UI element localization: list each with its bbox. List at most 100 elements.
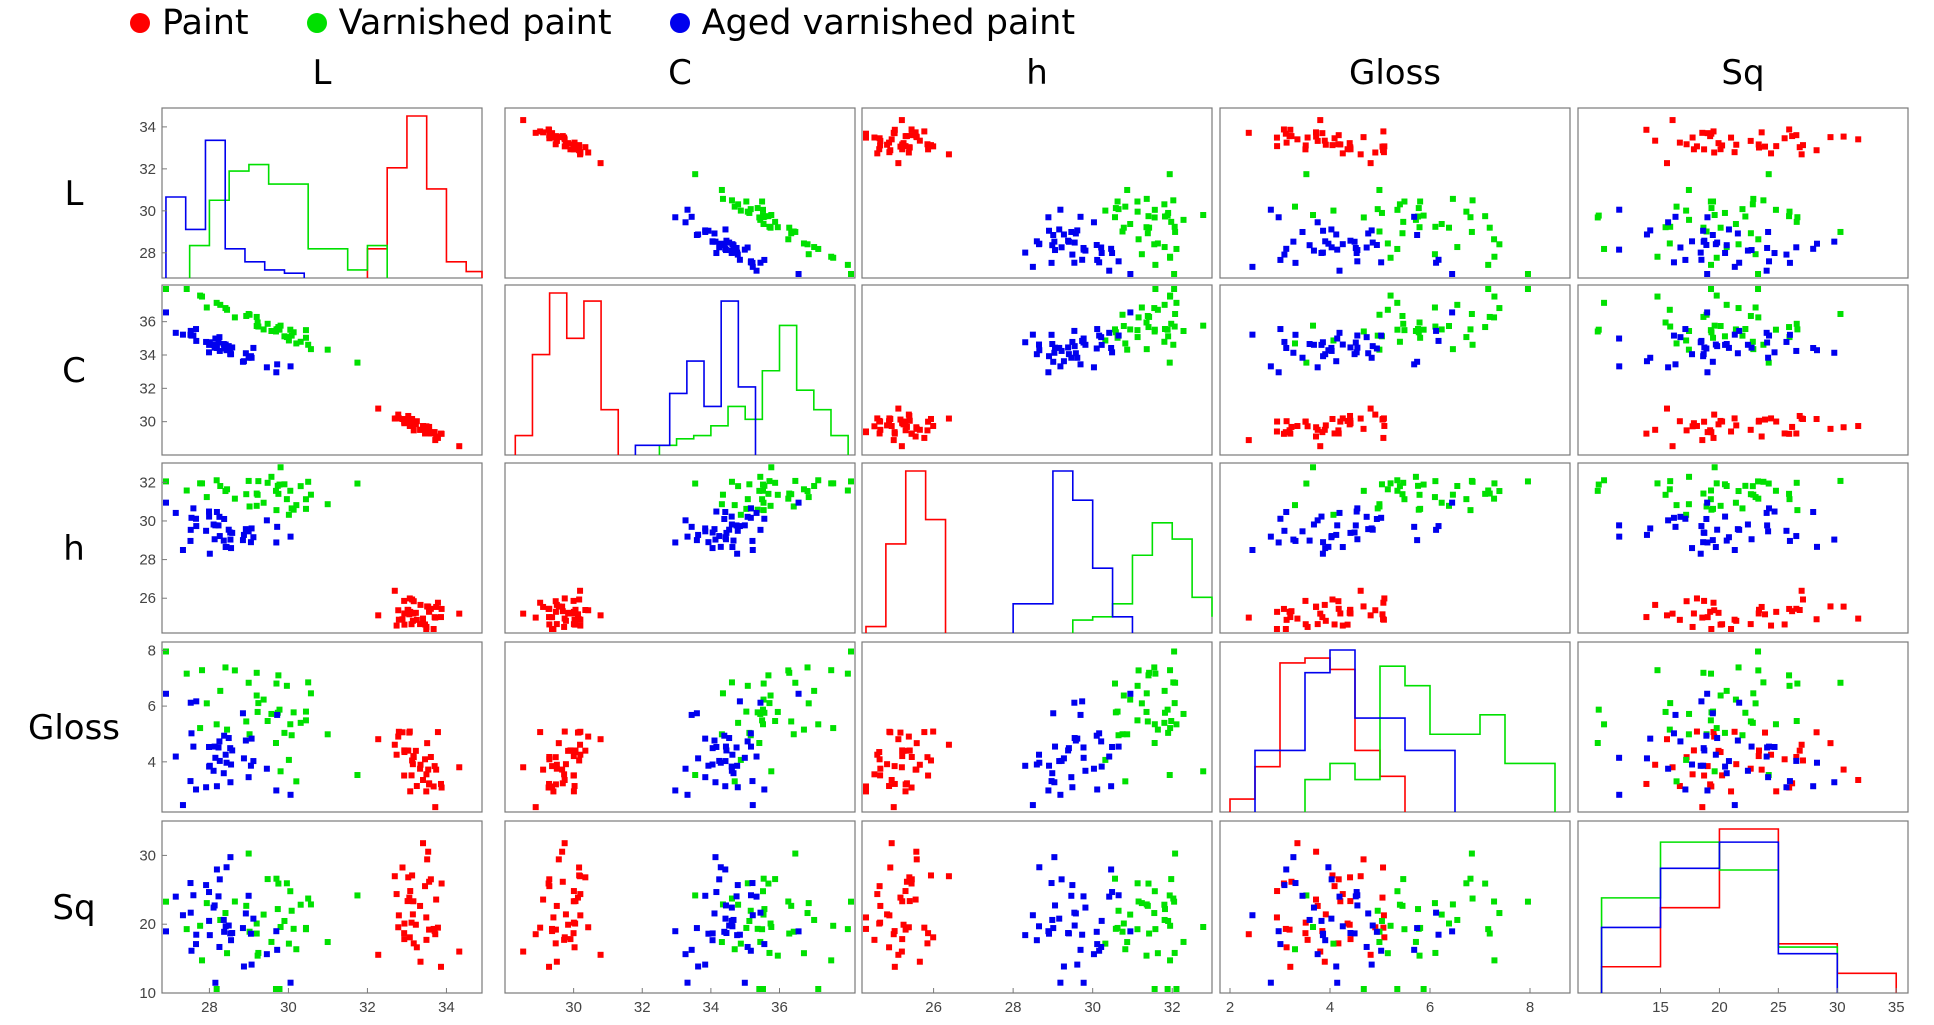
point-paint: [876, 146, 883, 153]
point-paint: [906, 747, 913, 754]
point-varnished-paint: [1739, 206, 1746, 213]
point-aged-varnished-paint: [757, 259, 764, 266]
point-paint: [1643, 780, 1650, 787]
point-aged-varnished-paint: [247, 930, 254, 937]
point-paint: [863, 788, 869, 795]
point-paint: [876, 417, 883, 424]
point-varnished-paint: [785, 898, 792, 905]
point-aged-varnished-paint: [734, 550, 741, 557]
point-aged-varnished-paint: [702, 525, 709, 532]
point-paint: [1840, 133, 1847, 140]
point-paint: [577, 728, 584, 735]
point-aged-varnished-paint: [193, 326, 200, 333]
point-varnished-paint: [1143, 690, 1150, 697]
point-paint: [1840, 766, 1847, 773]
point-aged-varnished-paint: [1098, 943, 1105, 950]
panel-gloss-vs-c: [504, 641, 856, 813]
point-varnished-paint: [222, 488, 229, 495]
point-paint: [565, 609, 572, 616]
point-paint: [1273, 914, 1280, 921]
point-aged-varnished-paint: [1275, 214, 1282, 221]
point-aged-varnished-paint: [1363, 943, 1370, 950]
point-aged-varnished-paint: [1670, 332, 1677, 339]
point-aged-varnished-paint: [1065, 747, 1072, 754]
point-varnished-paint: [1134, 208, 1141, 215]
point-aged-varnished-paint: [1334, 335, 1341, 342]
point-paint: [432, 804, 439, 811]
point-paint: [1380, 149, 1387, 156]
point-paint: [570, 772, 577, 779]
point-varnished-paint: [302, 505, 309, 512]
point-aged-varnished-paint: [1334, 246, 1341, 253]
point-varnished-paint: [1134, 334, 1141, 341]
point-aged-varnished-paint: [222, 751, 229, 758]
point-varnished-paint: [287, 888, 294, 895]
point-varnished-paint: [1683, 337, 1690, 344]
y-tick-label: 30: [139, 203, 156, 220]
point-varnished-paint: [1151, 910, 1158, 917]
point-aged-varnished-paint: [1093, 345, 1100, 352]
point-aged-varnished-paint: [1051, 238, 1058, 245]
point-varnished-paint: [1717, 224, 1724, 231]
point-varnished-paint: [1171, 898, 1178, 905]
point-aged-varnished-paint: [688, 711, 695, 718]
point-varnished-paint: [276, 986, 283, 992]
point-paint: [561, 771, 568, 778]
point-aged-varnished-paint: [206, 932, 213, 939]
point-varnished-paint: [1449, 346, 1456, 353]
point-paint: [900, 747, 907, 754]
point-varnished-paint: [1486, 224, 1493, 231]
point-paint: [1274, 608, 1281, 615]
point-varnished-paint: [253, 669, 260, 676]
point-varnished-paint: [1446, 920, 1453, 927]
point-aged-varnished-paint: [1106, 329, 1113, 336]
point-varnished-paint: [1120, 323, 1127, 330]
point-varnished-paint: [268, 473, 275, 480]
point-aged-varnished-paint: [187, 537, 194, 544]
point-aged-varnished-paint: [726, 922, 733, 929]
point-aged-varnished-paint: [1080, 893, 1087, 900]
point-varnished-paint: [830, 480, 837, 487]
point-varnished-paint: [222, 664, 229, 671]
point-aged-varnished-paint: [203, 784, 210, 791]
point-varnished-paint: [1394, 888, 1401, 895]
point-varnished-paint: [788, 718, 795, 725]
point-aged-varnished-paint: [1449, 928, 1456, 935]
legend-item-paint: Paint: [130, 3, 249, 43]
point-paint: [905, 924, 912, 931]
point-aged-varnished-paint: [1703, 515, 1710, 522]
point-paint: [401, 936, 408, 943]
point-aged-varnished-paint: [749, 537, 756, 544]
point-paint: [925, 930, 932, 937]
point-paint: [1708, 429, 1715, 436]
point-varnished-paint: [1138, 304, 1145, 311]
point-varnished-paint: [1721, 209, 1728, 216]
point-aged-varnished-paint: [1786, 537, 1793, 544]
point-aged-varnished-paint: [1689, 351, 1696, 358]
point-paint: [433, 603, 440, 610]
point-aged-varnished-paint: [216, 876, 223, 883]
point-varnished-paint: [1755, 236, 1762, 243]
point-aged-varnished-paint: [1060, 231, 1067, 238]
point-varnished-paint: [1134, 717, 1141, 724]
point-aged-varnished-paint: [1766, 505, 1773, 512]
point-paint: [912, 129, 919, 136]
point-paint: [1731, 616, 1738, 623]
point-paint: [375, 951, 382, 958]
point-aged-varnished-paint: [1725, 534, 1732, 541]
point-varnished-paint: [1161, 326, 1168, 333]
point-aged-varnished-paint: [193, 337, 200, 344]
point-paint: [886, 149, 893, 156]
point-varnished-paint: [1143, 195, 1150, 202]
point-varnished-paint: [756, 739, 763, 746]
point-aged-varnished-paint: [1723, 242, 1730, 249]
point-varnished-paint: [1711, 212, 1718, 219]
point-aged-varnished-paint: [1722, 763, 1729, 770]
point-paint: [1282, 925, 1289, 932]
point-varnished-paint: [253, 502, 260, 509]
point-aged-varnished-paint: [1736, 327, 1743, 334]
point-paint: [1773, 788, 1780, 795]
point-aged-varnished-paint: [1306, 537, 1313, 544]
point-aged-varnished-paint: [1697, 249, 1704, 256]
point-aged-varnished-paint: [1036, 864, 1043, 871]
